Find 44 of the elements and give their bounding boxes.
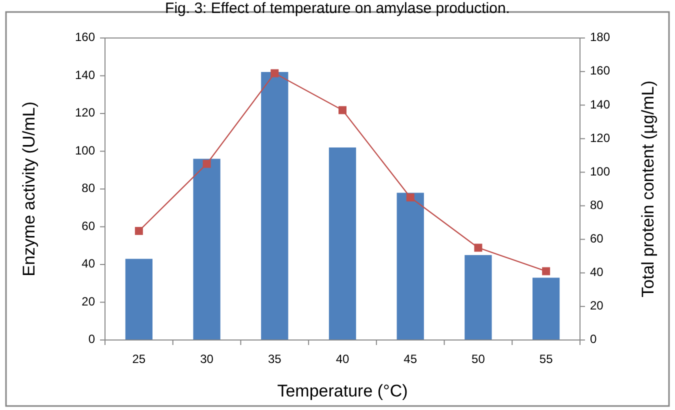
- x-tick-label: 55: [539, 352, 554, 366]
- bar: [261, 72, 288, 340]
- point: [474, 244, 482, 252]
- x-tick-label: 25: [132, 352, 146, 366]
- point: [406, 193, 414, 202]
- y-tick-label: 100: [74, 143, 96, 158]
- y-tick-label: 160: [74, 30, 96, 44]
- y2-tick-label: 60: [590, 232, 604, 246]
- y2-tick-label: 160: [590, 64, 610, 78]
- y2-tick-label: 140: [590, 97, 610, 112]
- y2-tick-label: 100: [590, 164, 610, 178]
- y2-tick-label: 20: [590, 298, 604, 313]
- bar: [396, 192, 424, 340]
- point: [202, 160, 211, 168]
- bar: [464, 255, 492, 340]
- y-tick-label: 80: [82, 181, 96, 196]
- y2-tick-label: 180: [590, 30, 610, 44]
- y-tick-label: 140: [74, 68, 96, 82]
- point: [542, 267, 550, 276]
- chart-title: Fig. 3: Effect of temperature on amylase production.: [165, 0, 510, 17]
- x-tick-label: 30: [200, 352, 214, 366]
- bar: [532, 278, 560, 340]
- bar: [125, 258, 152, 340]
- point: [134, 226, 143, 235]
- y2-tick-label: 120: [590, 130, 610, 145]
- y2-tick-label: 80: [590, 198, 604, 212]
- x-tick-label: 45: [404, 352, 418, 366]
- point: [270, 69, 279, 78]
- y-tick-label: 20: [82, 294, 96, 308]
- y-tick-label: 0: [88, 332, 96, 346]
- bar: [193, 158, 220, 340]
- x-tick-label: 40: [336, 352, 350, 366]
- y-tick-label: 120: [74, 106, 96, 120]
- y-tick-label: 40: [82, 256, 96, 271]
- y2-tick-label: 40: [590, 265, 604, 280]
- x-tick-label: 50: [472, 352, 486, 366]
- bar: [328, 147, 356, 340]
- y2-axis-title: Total protein content (µg/mL): [638, 80, 658, 298]
- x-axis-title: Temperature (°C): [277, 381, 408, 400]
- point: [338, 106, 346, 114]
- y-axis-title: Enzyme activity (U/mL): [19, 102, 38, 276]
- y2-tick-label: 0: [590, 332, 597, 346]
- x-tick-label: 35: [268, 352, 282, 366]
- y-tick-label: 60: [82, 218, 96, 233]
